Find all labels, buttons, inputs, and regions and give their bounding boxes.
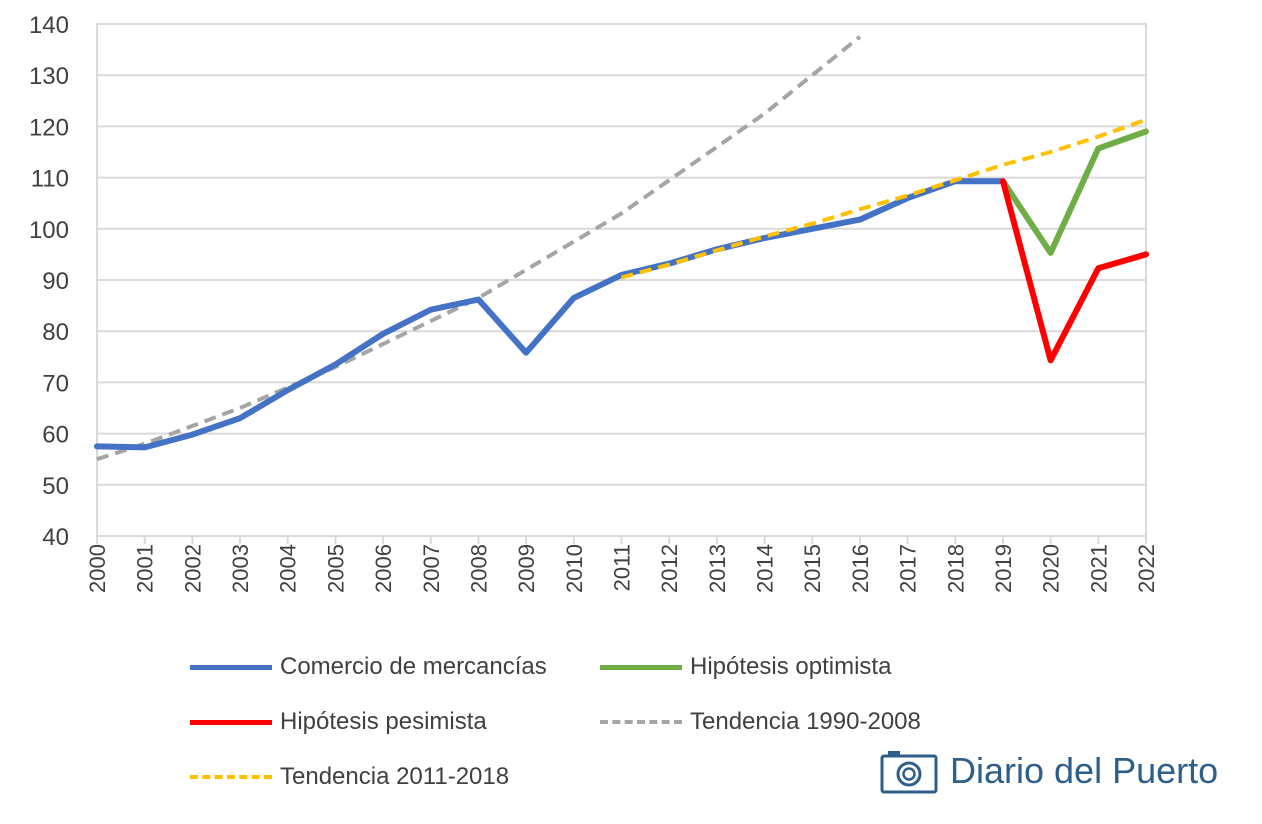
y-tick-label: 140: [29, 12, 69, 39]
legend-label: Tendencia 1990-2008: [690, 708, 921, 735]
x-tick-label: 2015: [800, 544, 825, 593]
x-tick-label: 2011: [610, 544, 635, 591]
chart-gridlines: [96, 23, 1147, 544]
series-line-tendencia-2011-2018: [620, 117, 1147, 280]
x-tick-label: 2007: [419, 544, 444, 593]
x-tick-label: 2014: [753, 544, 778, 593]
y-tick-label: 40: [42, 524, 69, 551]
x-tick-label: 2012: [657, 544, 682, 593]
x-tick-label: 2000: [85, 544, 110, 593]
legend-label: Hipótesis pesimista: [280, 708, 487, 735]
x-tick-label: 2009: [514, 544, 539, 593]
y-tick-label: 50: [42, 473, 69, 500]
legend-item-optimista: Hipótesis optimista: [600, 647, 891, 687]
watermark-text: Diario del Puerto: [950, 750, 1219, 791]
x-tick-label: 2017: [896, 544, 921, 593]
series-line-tendencia-1990-2008: [96, 35, 862, 462]
y-tick-label: 100: [29, 217, 69, 244]
x-tick-label: 2013: [705, 544, 730, 593]
legend-item-tendencia-2011: Tendencia 2011-2018: [190, 757, 509, 797]
x-tick-label: 2020: [1039, 544, 1064, 593]
legend-swatch-optimista: [600, 664, 682, 670]
watermark: Diario del Puerto: [880, 748, 1218, 794]
x-tick-label: 2005: [323, 544, 348, 593]
legend-item-pesimista: Hipótesis pesimista: [190, 702, 487, 742]
x-tick-label: 2021: [1086, 544, 1111, 593]
legend-label: Hipótesis optimista: [690, 653, 892, 680]
y-tick-label: 90: [42, 268, 69, 295]
x-tick-label: 2019: [991, 544, 1016, 593]
x-tick-label: 2004: [276, 544, 301, 593]
camera-icon: [880, 751, 938, 794]
chart-legend: Comercio de mercancías Hipótesis optimis…: [0, 640, 1262, 824]
x-tick-label: 2006: [371, 544, 396, 593]
y-axis-ticks: 40 50 60 70 80 90 100 110 120 130 140: [29, 12, 69, 551]
y-tick-label: 120: [29, 114, 69, 141]
x-tick-label: 2003: [228, 544, 253, 593]
legend-label: Tendencia 2011-2018: [280, 763, 510, 790]
series-line-hipotesis-pesimista: [1000, 178, 1149, 364]
y-tick-label: 130: [29, 63, 69, 90]
x-tick-label: 2016: [848, 544, 873, 593]
legend-swatch-tendencia-1990: [600, 720, 682, 724]
x-tick-label: 2022: [1134, 544, 1159, 593]
chart-series: [94, 35, 1149, 462]
legend-item-comercio: Comercio de mercancías: [190, 647, 547, 687]
series-line-comercio-de-mercancias: [94, 178, 1006, 451]
x-tick-label: 2002: [180, 544, 205, 593]
line-chart: 40 50 60 70 80 90 100 110 120 130 140 2000 2001 2002…: [29, 12, 1159, 593]
y-tick-label: 110: [31, 166, 69, 193]
series-line-hipotesis-optimista: [1000, 128, 1149, 256]
x-tick-label: 2001: [133, 544, 158, 593]
x-tick-label: 2008: [466, 544, 491, 593]
legend-swatch-comercio: [190, 664, 272, 670]
x-tick-label: 2018: [943, 544, 968, 593]
legend-swatch-tendencia-2011: [190, 775, 272, 779]
legend-label: Comercio de mercancías: [280, 653, 547, 680]
x-tick-label: 2010: [562, 544, 587, 593]
y-tick-label: 60: [42, 422, 69, 449]
legend-swatch-pesimista: [190, 719, 272, 725]
x-axis-ticks: 2000 2001 2002 2003 2004 2005 2006 2007 2008 2009…: [85, 544, 1159, 593]
y-tick-label: 80: [42, 319, 69, 346]
legend-item-tendencia-1990: Tendencia 1990-2008: [600, 702, 921, 742]
y-tick-label: 70: [42, 370, 69, 397]
